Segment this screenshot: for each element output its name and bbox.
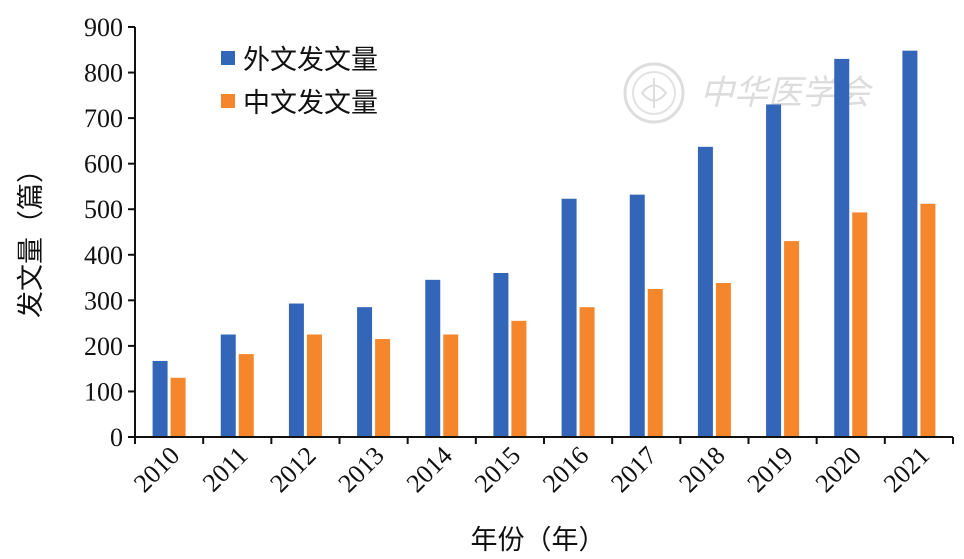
bar-series-2 <box>784 241 800 437</box>
bar-series-1 <box>425 279 441 437</box>
bar-series-2 <box>920 203 936 437</box>
bar-series-1 <box>766 104 782 437</box>
x-tick-label: 2017 <box>605 441 662 498</box>
x-tick-label: 2013 <box>333 441 390 498</box>
bar-series-1 <box>697 146 713 438</box>
y-tick-label: 300 <box>84 286 123 315</box>
bar-series-1 <box>357 307 373 437</box>
bars <box>152 50 936 438</box>
bar-series-2 <box>238 354 254 437</box>
x-axis: 2010 2011 2012 2013 2014 2015 2016 2017 2018 2019… <box>128 436 954 498</box>
bar-series-2 <box>647 288 663 437</box>
y-tick-label: 100 <box>84 377 123 406</box>
bar-series-2 <box>852 212 868 437</box>
x-tick-label: 2020 <box>810 441 867 498</box>
y-tick-label: 500 <box>84 195 123 224</box>
y-axis-title: 发文量（篇） <box>16 156 47 318</box>
x-axis-title: 年份（年） <box>471 525 606 556</box>
y-tick-label: 700 <box>84 104 123 133</box>
bar-series-1 <box>834 58 850 438</box>
bar-series-1 <box>561 198 577 437</box>
legend-label-series-1: 外文发文量 <box>243 45 378 76</box>
bar-series-2 <box>715 283 731 437</box>
x-tick-label: 2012 <box>264 441 321 498</box>
legend-swatch-series-2 <box>221 94 235 108</box>
bar-series-1 <box>902 50 918 437</box>
legend-item-series-2: 中文发文量 <box>221 88 378 119</box>
bar-series-1 <box>493 273 509 437</box>
bar-series-2 <box>170 377 186 437</box>
x-tick-label: 2011 <box>197 441 254 498</box>
bar-series-1 <box>629 194 645 437</box>
bar-series-2 <box>306 334 322 437</box>
legend: 外文发文量 中文发文量 <box>221 45 378 119</box>
x-tick-label: 2015 <box>469 441 526 498</box>
x-tick-label: 2014 <box>401 441 458 498</box>
y-tick-label: 900 <box>84 13 123 42</box>
x-tick-label: 2010 <box>128 441 185 498</box>
y-tick-label: 400 <box>84 241 123 270</box>
legend-swatch-series-1 <box>221 51 235 65</box>
legend-label-series-2: 中文发文量 <box>243 88 378 119</box>
x-tick-label: 2019 <box>742 441 799 498</box>
bar-series-2 <box>443 334 459 437</box>
y-axis: 0 100 200 300 400 500 600 700 800 900 <box>84 13 136 452</box>
bar-series-1 <box>220 334 236 437</box>
x-tick-label: 2018 <box>673 441 730 498</box>
bar-series-2 <box>579 307 595 437</box>
bar-series-2 <box>511 320 527 437</box>
legend-item-series-1: 外文发文量 <box>221 45 378 76</box>
bar-series-1 <box>288 303 304 437</box>
y-tick-label: 200 <box>84 332 123 361</box>
watermark-seal-icon <box>623 62 685 124</box>
bar-series-1 <box>152 360 168 437</box>
y-tick-label: 600 <box>84 150 123 179</box>
x-tick-label: 2016 <box>537 441 594 498</box>
y-tick-label: 800 <box>84 59 123 88</box>
x-tick-label: 2021 <box>878 441 935 498</box>
y-tick-label: 0 <box>110 423 123 452</box>
bar-series-2 <box>375 339 391 437</box>
